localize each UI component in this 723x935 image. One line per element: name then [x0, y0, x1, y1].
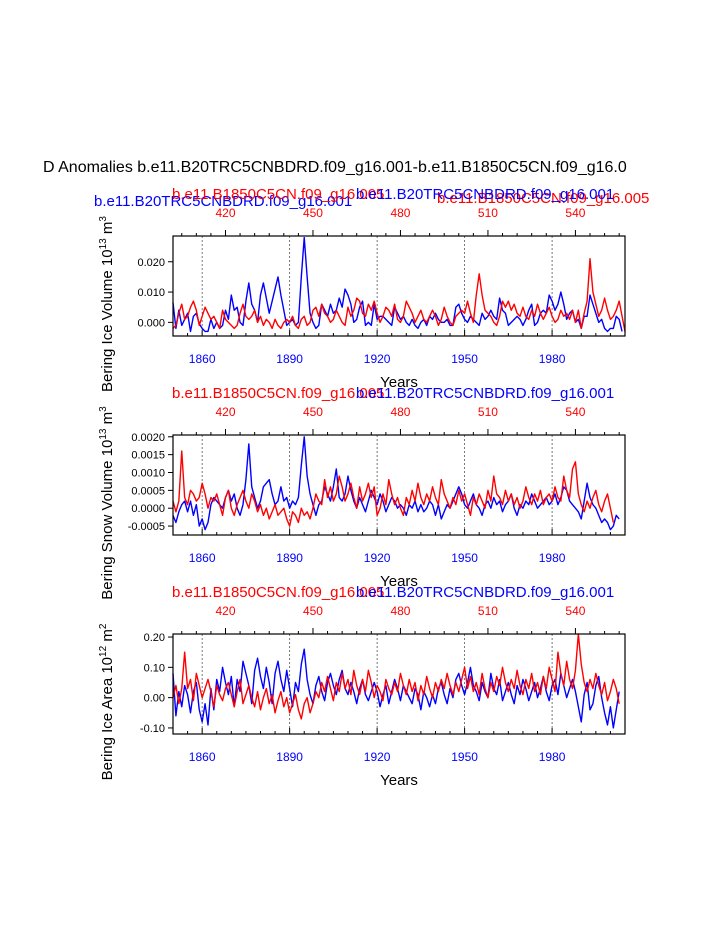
snow-volume-ylabel-part: m [99, 412, 116, 429]
ice-area-ylabel-part: Bering Ice Area 10 [99, 657, 116, 780]
snow-volume-ytick-label: 0.0015 [131, 450, 165, 462]
ice-area-ylabel-part: m [99, 629, 116, 646]
ice-volume-ylabel-part: Bering Ice Volume 10 [99, 249, 116, 392]
ice-volume-ytick-label: 0.000 [137, 317, 165, 329]
snow-volume-ylabel-part: 3 [98, 406, 109, 412]
ice-area-ylabel-part: 12 [98, 645, 109, 657]
snow-volume-frame [172, 434, 626, 536]
snow-volume-top-right-label: b.e11.B20TRC5CNBDRD.f09_g16.001 [356, 385, 614, 402]
snow-volume-ylabel-part: 13 [98, 428, 109, 440]
snow-volume-panel: 1860 1890 1920 1950 1980 420 450 480 510 540 -0.00… [98, 385, 626, 600]
snow-volume-xtick-label: 1920 [364, 551, 391, 565]
ice-area-xlabel: Years [380, 772, 418, 789]
ice-volume-xtick-label: 1980 [539, 352, 566, 366]
snow-volume-xtick-top-label: 540 [565, 405, 585, 419]
snow-volume-ylabel: Bering Snow Volume 1013 m3 [98, 406, 116, 600]
ice-volume-series-hist-line [172, 236, 623, 333]
ice-area-ytick-label: 0.20 [144, 632, 165, 644]
snow-volume-xtick-top-label: 510 [478, 405, 498, 419]
ice-area-ytick-label: 0.10 [144, 662, 165, 674]
ice-area-top-right-label: b.e11.B20TRC5CNBDRD.f09_g16.001 [356, 584, 614, 601]
snow-volume-xtick-label: 1980 [539, 551, 566, 565]
figure-title: D Anomalies b.e11.B20TRC5CNBDRD.f09_g16.… [43, 159, 627, 176]
snow-volume-xtick-top-label: 480 [390, 405, 410, 419]
legend-left: b.e11.B20TRC5CNBDRD.f09_g16.001 [94, 193, 352, 210]
ice-area-xtick-top-label: 420 [215, 604, 235, 618]
snow-volume-ytick-label: 0.0020 [131, 432, 165, 444]
snow-volume-ytick-label: 0.0010 [131, 468, 165, 480]
ice-area-ylabel-part: 2 [98, 623, 109, 629]
ice-area-xtick-label: 1890 [276, 750, 303, 764]
ice-area-frame [172, 633, 626, 735]
snow-volume-xlabel: Years [380, 573, 418, 590]
ice-volume-panel: 1860 1890 1920 1950 1980 420 450 480 510 540 0.000… [98, 186, 626, 392]
ice-volume-xtick-label: 1860 [189, 352, 216, 366]
ice-volume-ytick-label: 0.010 [137, 287, 165, 299]
ice-volume-top-right-label: b.e11.B20TRC5CNBDRD.f09_g16.001 [356, 186, 614, 203]
ice-area-panel: 1860 1890 1920 1950 1980 420 450 480 510 540 -0.10… [98, 584, 626, 789]
ice-area-xtick-top-label: 510 [478, 604, 498, 618]
ice-volume-ylabel-part: 13 [98, 238, 109, 250]
ice-area-xtick-top-label: 450 [303, 604, 323, 618]
ice-volume-ylabel-part: 3 [98, 216, 109, 222]
ice-area-series-ctrl-line [172, 633, 620, 720]
ice-area-xtick-label: 1920 [364, 750, 391, 764]
snow-volume-ytick-label: -0.0005 [128, 521, 165, 533]
ice-volume-xlabel: Years [380, 374, 418, 391]
snow-volume-xtick-top-label: 450 [303, 405, 323, 419]
ice-volume-xtick-label: 1890 [276, 352, 303, 366]
ice-volume-series-ctrl-line [172, 258, 626, 332]
ice-volume-xtick-top-label: 540 [565, 206, 585, 220]
snow-volume-xtick-label: 1860 [189, 551, 216, 565]
ice-volume-xtick-top-label: 450 [303, 206, 323, 220]
ice-area-xtick-label: 1980 [539, 750, 566, 764]
snow-volume-series-ctrl-line [172, 450, 615, 527]
ice-volume-ytick-label: 0.020 [137, 257, 165, 269]
snow-volume-xtick-top-label: 420 [215, 405, 235, 419]
snow-volume-ylabel-part: Bering Snow Volume 10 [99, 440, 116, 600]
ice-area-xtick-top-label: 540 [565, 604, 585, 618]
ice-area-ytick-label: 0.00 [144, 693, 165, 705]
ice-area-ylabel: Bering Ice Area 1012 m2 [98, 623, 116, 780]
ice-volume-top-left-label: b.e11.B1850C5CN.f09_g16.005 [172, 186, 384, 203]
ice-volume-xtick-top-label: 420 [215, 206, 235, 220]
ice-volume-xtick-top-label: 480 [390, 206, 410, 220]
ice-volume-xtick-top-label: 510 [478, 206, 498, 220]
snow-volume-xtick-label: 1890 [276, 551, 303, 565]
snow-volume-ytick-label: 0.0000 [131, 503, 165, 515]
legend-right: b.e11.B1850C5CN.f09_g16.005 [437, 190, 649, 207]
ice-area-xtick-label: 1950 [451, 750, 478, 764]
ice-area-ytick-label: -0.10 [140, 723, 165, 735]
ice-volume-ylabel: Bering Ice Volume 1013 m3 [98, 216, 116, 392]
ice-volume-frame [172, 235, 626, 337]
ice-area-xtick-label: 1860 [189, 750, 216, 764]
ice-volume-xtick-label: 1920 [364, 352, 391, 366]
ice-volume-ylabel-part: m [99, 222, 116, 239]
snow-volume-ytick-label: 0.0005 [131, 485, 165, 497]
snow-volume-top-left-label: b.e11.B1850C5CN.f09_g16.005 [172, 385, 384, 402]
ice-area-top-left-label: b.e11.B1850C5CN.f09_g16.005 [172, 584, 384, 601]
ice-area-xtick-top-label: 480 [390, 604, 410, 618]
ice-volume-xtick-label: 1950 [451, 352, 478, 366]
snow-volume-xtick-label: 1950 [451, 551, 478, 565]
